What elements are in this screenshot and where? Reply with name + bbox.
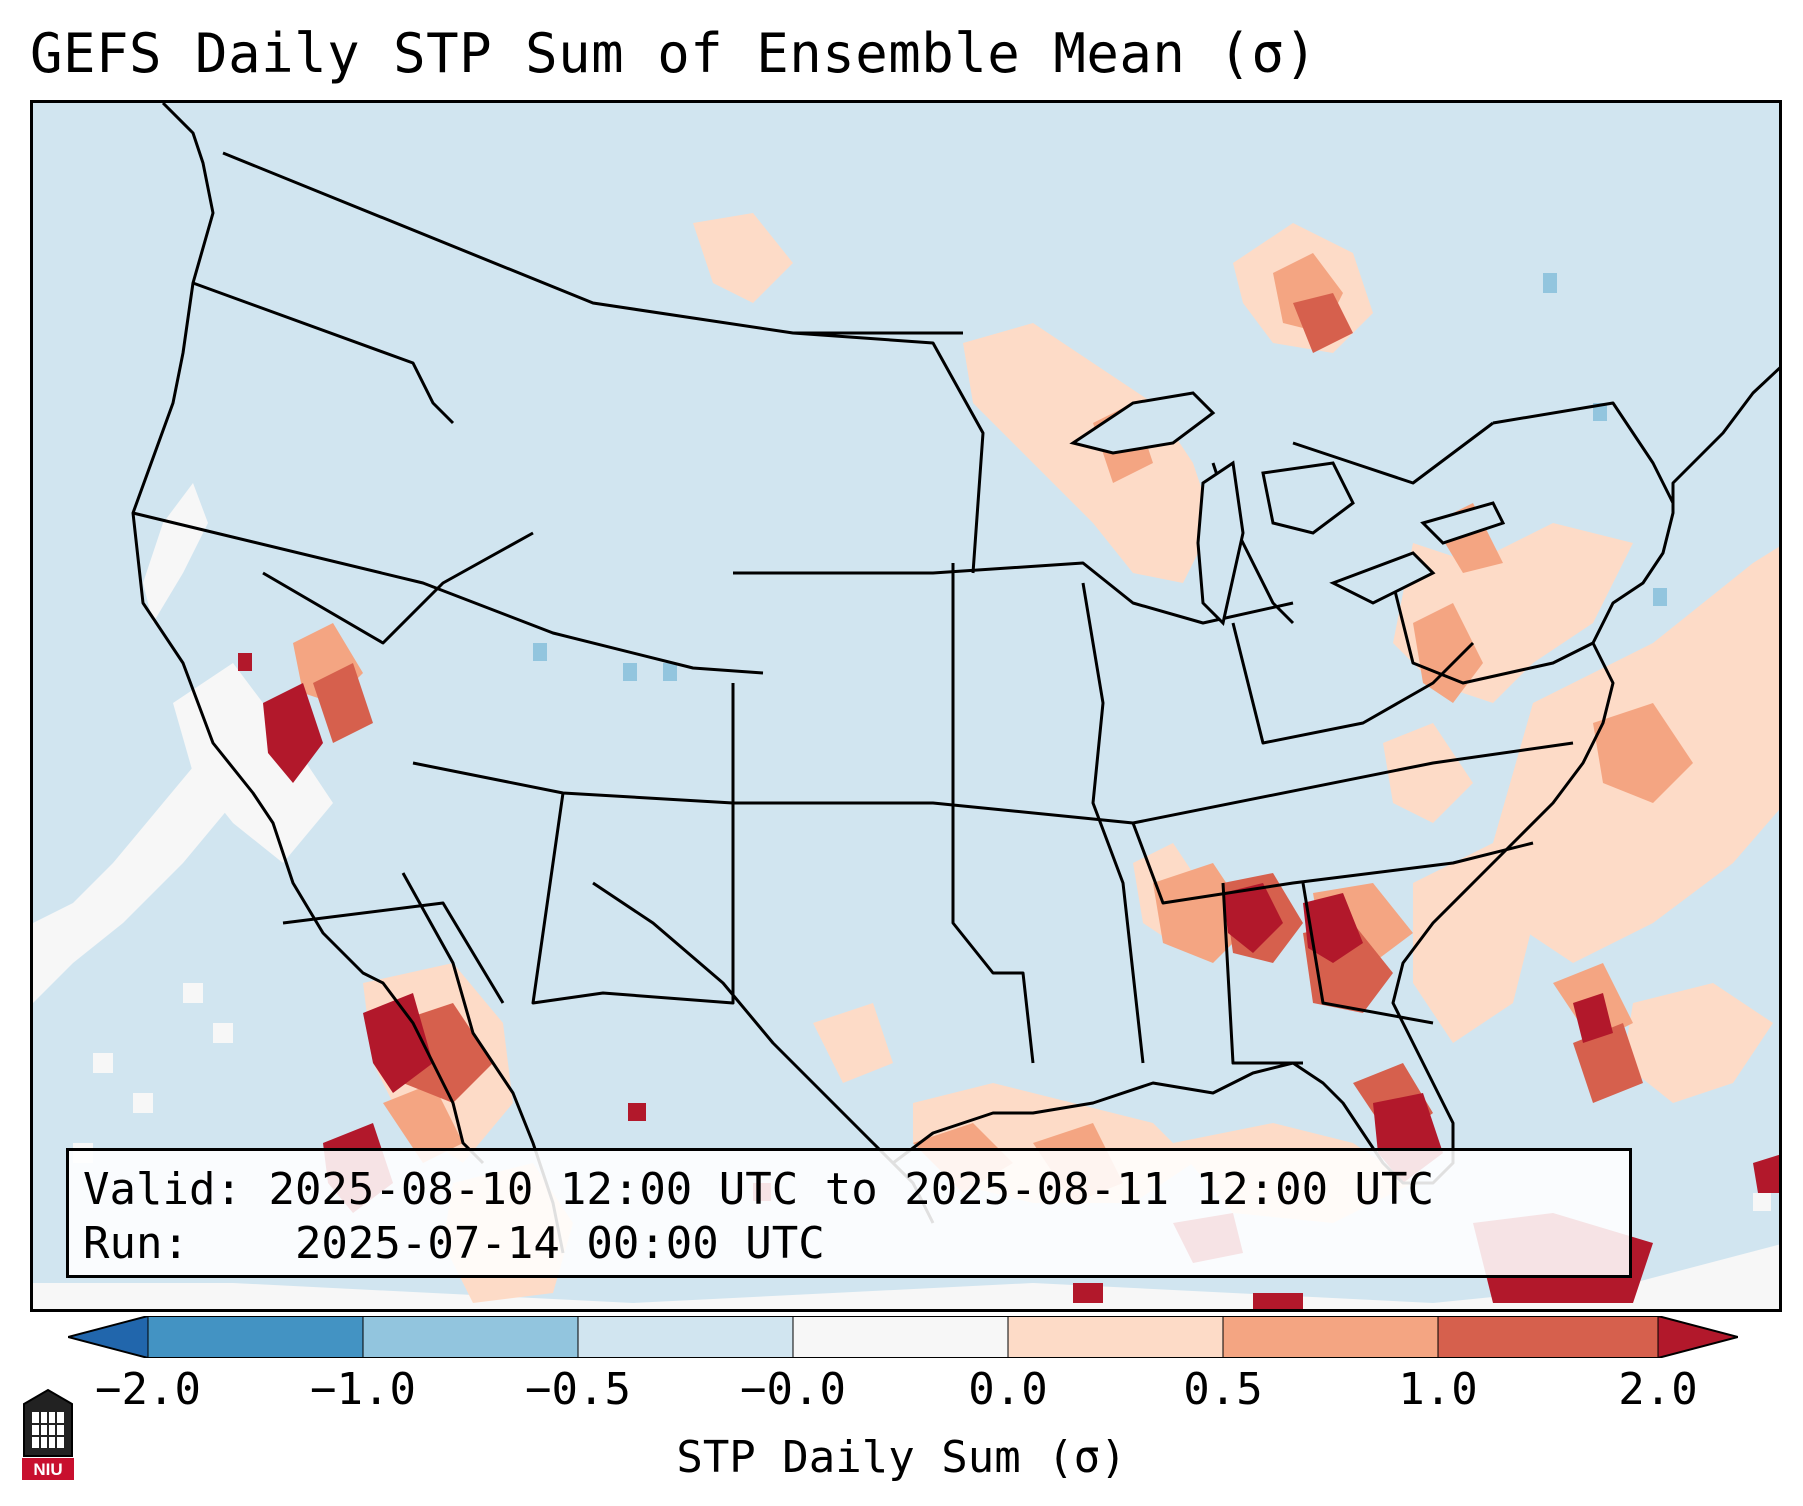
colorbar-bin-extend-high [1658, 1316, 1738, 1358]
colorbar-tick-label: −2.0 [95, 1364, 201, 1415]
colorbar-tick-label: −0.5 [525, 1364, 631, 1415]
negative-anomaly-areas [533, 273, 1667, 681]
run-time: 2025-07-14 00:00 UTC [294, 1218, 825, 1269]
colorbar-tick-label: 0.5 [1183, 1364, 1263, 1415]
colorbar-tick-label: −1.0 [310, 1364, 416, 1415]
colorbar-bin [793, 1316, 1008, 1358]
run-label: Run: [83, 1218, 189, 1269]
colorbar-bin [578, 1316, 793, 1358]
colorbar-bin [1008, 1316, 1223, 1358]
colorbar-tick-label: 1.0 [1398, 1364, 1478, 1415]
colorbar-bin [1438, 1316, 1658, 1358]
valid-time: 2025-08-10 12:00 UTC to 2025-08-11 12:00… [268, 1164, 1435, 1215]
colorbar-bin-extend-low [68, 1316, 148, 1358]
map-canvas [33, 103, 1779, 1309]
niu-logo: NIU [22, 1388, 74, 1480]
valid-label: Valid: [83, 1164, 242, 1215]
colorbar [68, 1316, 1738, 1358]
colorbar-tick-label: −0.0 [740, 1364, 846, 1415]
colorbar-label: STP Daily Sum (σ) [676, 1432, 1127, 1483]
map-panel[interactable] [30, 100, 1782, 1312]
colorbar-bin [148, 1316, 363, 1358]
logo-text: NIU [33, 1460, 62, 1479]
valid-run-info-box: Valid: 2025-08-10 12:00 UTC to 2025-08-1… [66, 1148, 1632, 1278]
colorbar-tick-label: 2.0 [1618, 1364, 1698, 1415]
state-and-country-borders [131, 103, 1779, 1254]
colorbar-bin [1223, 1316, 1438, 1358]
colorbar-tick-label: 0.0 [968, 1364, 1048, 1415]
chart-title: GEFS Daily STP Sum of Ensemble Mean (σ) [30, 22, 1318, 85]
great-lakes [1069, 391, 1506, 626]
colorbar-bin [363, 1316, 578, 1358]
